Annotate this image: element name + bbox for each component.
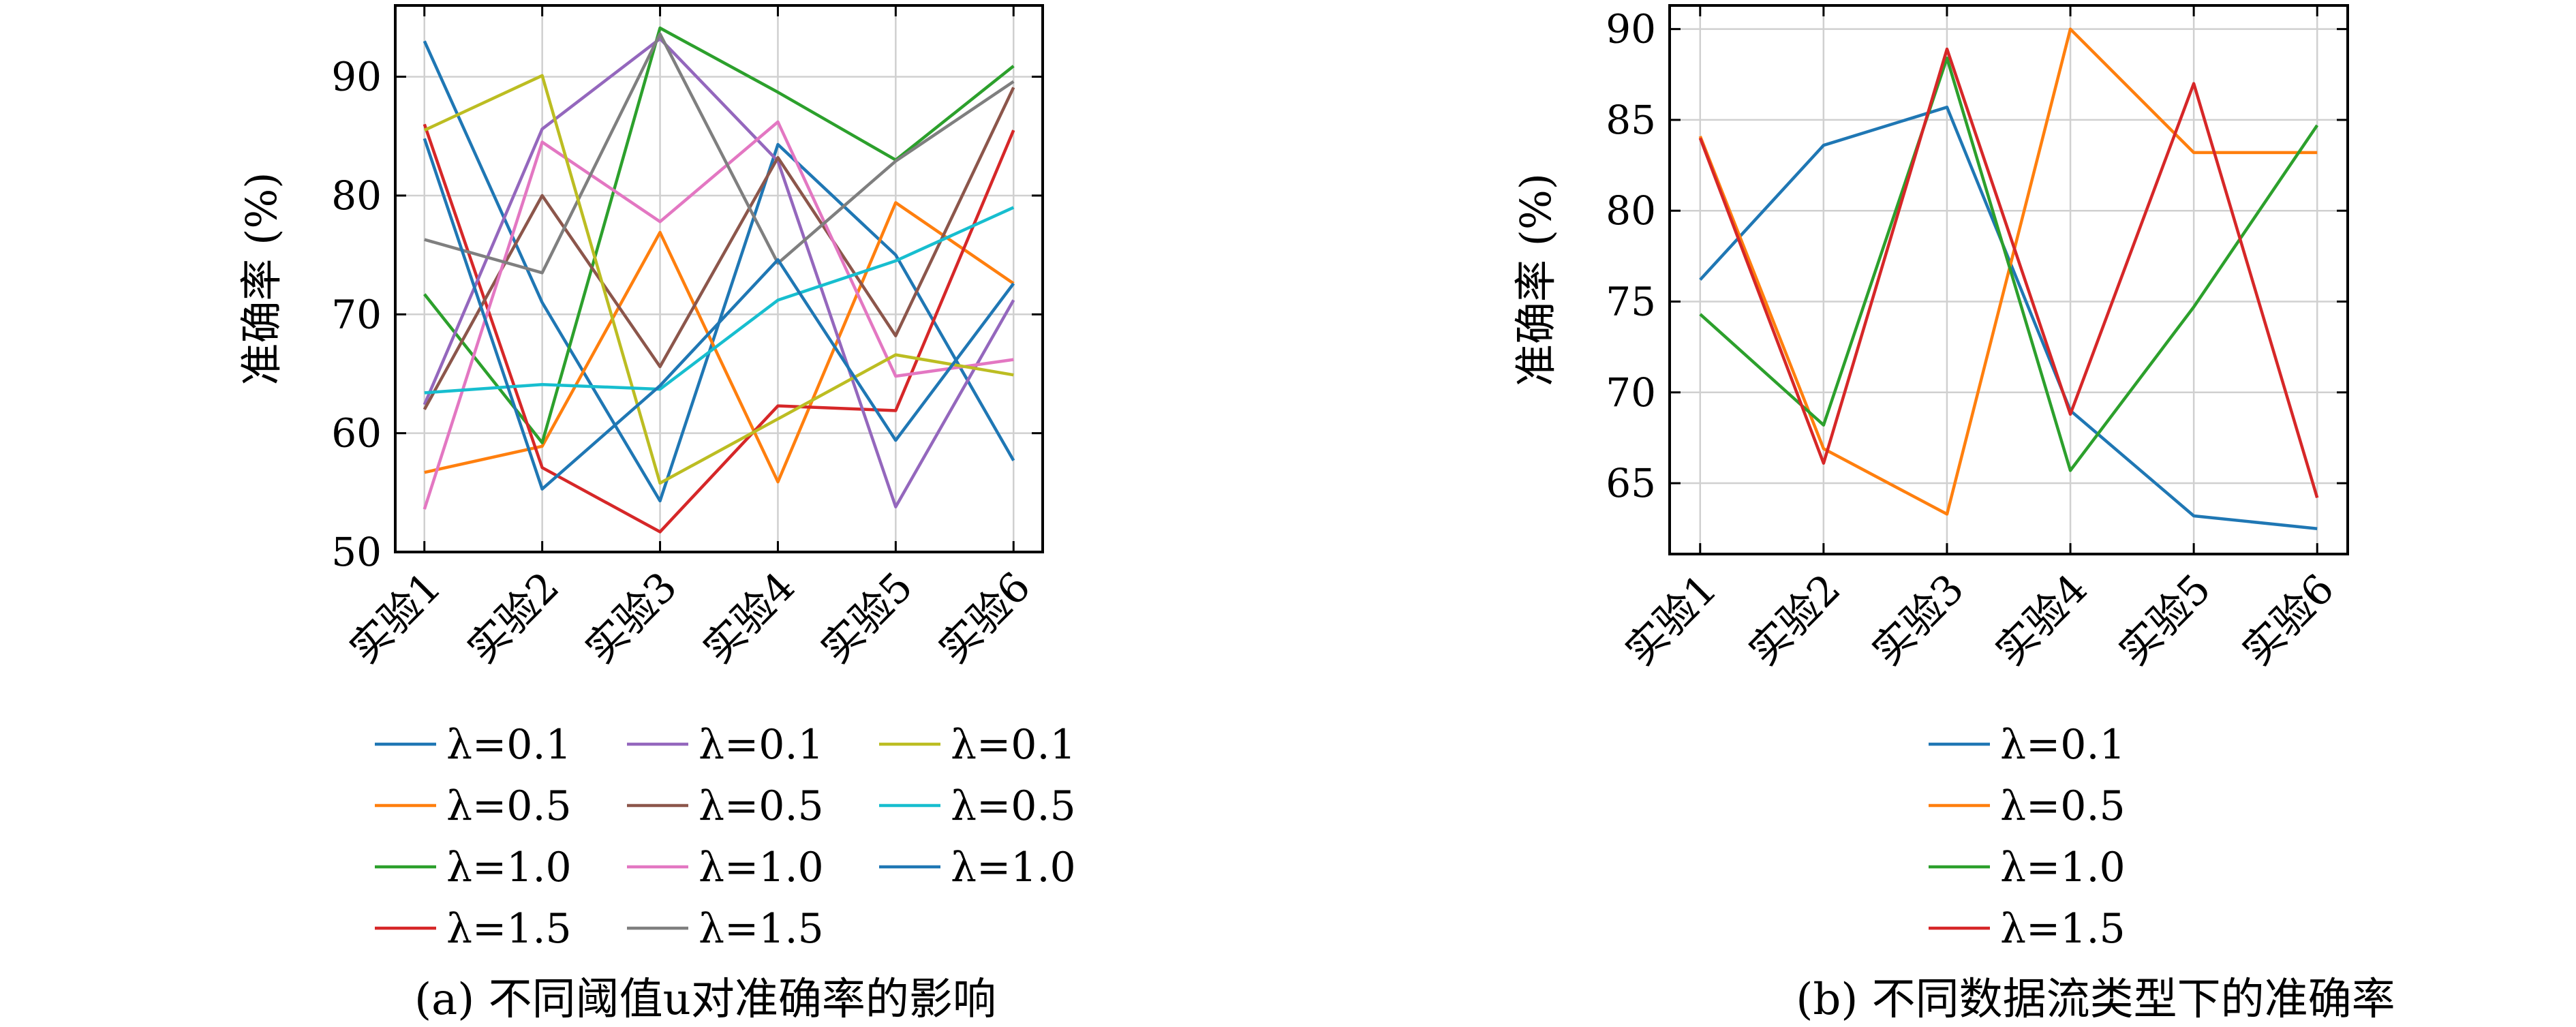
series-line (1698, 27, 2318, 516)
series-line (423, 26, 1015, 444)
y-tick-label: 90 (331, 54, 382, 100)
x-tick-label: 实验4 (1987, 565, 2096, 675)
x-tick-label: 实验1 (1616, 565, 1726, 675)
series-line (424, 206, 1015, 395)
plot-frame (394, 4, 1044, 553)
x-tick-label: 实验4 (694, 563, 804, 673)
legend-label: λ=0.1 (446, 721, 572, 769)
caption-b: (b) 不同数据流类型下的准确率 (1796, 975, 2395, 1025)
legend-label: λ=0.1 (951, 721, 1076, 769)
series-line (423, 123, 1015, 534)
series-line (1698, 47, 2319, 499)
y-axis-label: 准确率 (%) (1511, 173, 1561, 386)
y-tick-label: 50 (331, 529, 382, 575)
legend-label: λ=0.5 (2000, 782, 2126, 830)
legend: λ=0.1 λ=0.5 λ=1.0 λ=1.5 λ=0.1 λ=0.5 λ=1.0 λ=1.5… (375, 721, 1076, 953)
series-line (424, 32, 1015, 275)
legend-label: λ=0.5 (951, 782, 1076, 830)
y-tick-label: 80 (1606, 187, 1656, 234)
chart-a: 实验1 实验2 实验3 实验4 实验5 实验6 50 60 70 80 90 准确率 (%) λ=0.1… (236, 4, 1076, 953)
x-tick-label: 实验6 (2233, 565, 2343, 675)
legend-label: λ=0.1 (2000, 721, 2126, 769)
y-tick-label: 85 (1606, 97, 1656, 143)
series-line (424, 201, 1015, 484)
legend-label: λ=1.5 (2000, 905, 2126, 953)
legend: λ=0.1 λ=0.5 λ=1.0 λ=1.5 (1929, 721, 2126, 953)
caption-a: (a) 不同阈值u对准确率的影响 (414, 975, 996, 1025)
legend-label: λ=0.5 (699, 782, 824, 830)
series-line (423, 37, 1015, 508)
legend-label: λ=1.5 (699, 905, 824, 953)
legend-label: λ=1.0 (2000, 844, 2126, 891)
x-tick-label: 实验5 (812, 563, 922, 673)
legend-label: λ=1.0 (446, 844, 572, 891)
legend-label: λ=1.5 (446, 905, 572, 953)
y-tick-label: 75 (1606, 278, 1656, 324)
legend-label: λ=1.0 (951, 844, 1076, 891)
y-tick-label: 70 (1606, 369, 1656, 416)
legend-label: λ=0.5 (446, 782, 572, 830)
plot-frame (1668, 4, 2349, 555)
x-tick-label: 实验5 (2110, 565, 2220, 675)
series-line (423, 120, 1014, 510)
legend-label: λ=1.0 (699, 844, 824, 891)
series-line (423, 87, 1015, 410)
y-tick-label: 65 (1606, 460, 1656, 506)
x-tick-label: 实验2 (1740, 565, 1850, 675)
chart-b: 实验1 实验2 实验3 实验4 实验5 实验6 65 70 75 80 85 90 准确率 (%) λ=0… (1511, 4, 2349, 953)
series-line (423, 74, 1014, 485)
x-tick-label: 实验3 (577, 563, 686, 673)
y-tick-label: 90 (1606, 6, 1656, 52)
series-line (423, 138, 1015, 491)
y-tick-label: 60 (331, 410, 382, 457)
x-tick-label: 实验1 (341, 563, 450, 673)
x-tick-label: 实验3 (1863, 565, 1973, 675)
x-tick-label: 实验2 (459, 563, 568, 673)
legend-label: λ=0.1 (699, 721, 824, 769)
y-tick-label: 80 (331, 172, 382, 219)
y-axis-label: 准确率 (%) (236, 172, 286, 386)
series-line (1699, 106, 2318, 530)
y-tick-label: 70 (331, 291, 382, 337)
x-tick-label: 实验6 (930, 563, 1040, 673)
